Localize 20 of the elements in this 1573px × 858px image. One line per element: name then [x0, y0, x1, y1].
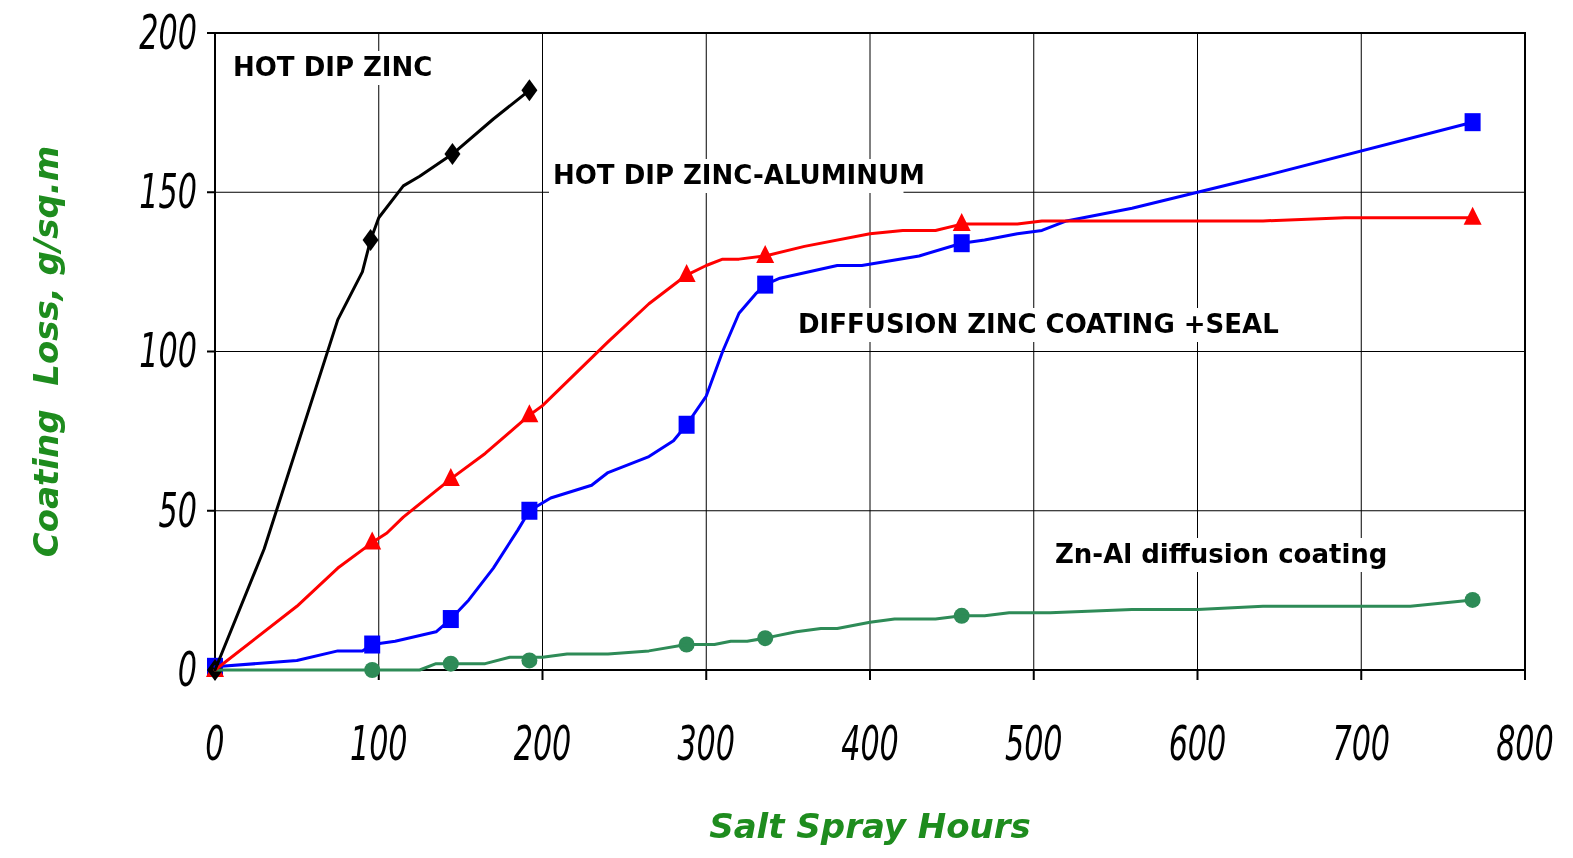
series-label: DIFFUSION ZINC COATING +SEAL: [798, 308, 1279, 339]
text: HOT DIP ZINC: [233, 51, 433, 82]
y-tick-label: 200: [139, 4, 197, 61]
series-label: HOT DIP ZINC-ALUMINUM: [553, 159, 925, 190]
y-tick-label: 150: [139, 164, 197, 220]
y-tick-label: 50: [158, 482, 197, 539]
x-tick-label: 600: [1168, 715, 1227, 772]
y-tick-label: 0: [177, 641, 197, 698]
x-tick-label: 300: [677, 715, 736, 772]
x-tick-label: 800: [1496, 715, 1554, 772]
y-tick-label: 100: [139, 323, 197, 380]
point: [1464, 113, 1481, 132]
y-axis-title: Coating Loss, g/sq.m: [26, 145, 66, 558]
x-tick-label: 500: [1004, 715, 1063, 772]
x-axis-title: Salt Spray Hours: [709, 806, 1031, 846]
x-tick-label: 200: [513, 715, 572, 772]
x-tick-label: 700: [1332, 715, 1391, 772]
x-tick-label: 100: [349, 715, 408, 772]
x-tick-label: 400: [841, 715, 899, 772]
series-label: Zn-Al diffusion coating: [1055, 538, 1388, 569]
